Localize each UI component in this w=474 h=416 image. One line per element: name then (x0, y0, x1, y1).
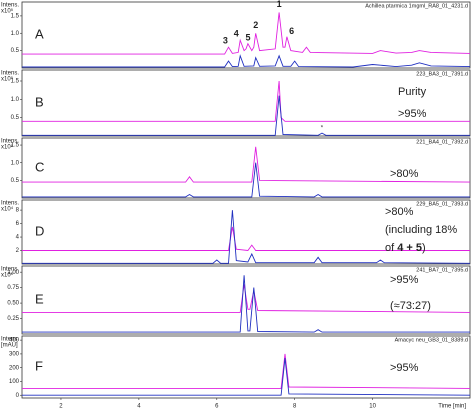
y-tick-label: 400 (9, 338, 20, 344)
y-tick-label: 0.25 (7, 316, 19, 322)
y-tick-label: 1.5 (11, 143, 20, 149)
annotation: (≈73:27) (390, 300, 431, 312)
peak-label: 6 (289, 26, 294, 36)
y-tick-label: 0.5 (11, 48, 20, 54)
y-tick-label: 1.5 (11, 79, 20, 85)
panel-frame (21, 199, 471, 265)
impurity-marker: * (321, 126, 324, 132)
annotation: >95% (398, 108, 427, 120)
annotation-part: 4 + 5 (397, 242, 422, 254)
panel-frame (21, 265, 471, 335)
x-label: Time [min] (438, 404, 466, 410)
annotation: of 4 + 5) (385, 242, 426, 254)
annotation: Purity (398, 86, 427, 98)
y-tick-label: 0.75 (7, 285, 19, 291)
peak-label: 4 (234, 28, 239, 38)
trace (22, 357, 471, 396)
y-tick-label: 8 (16, 208, 20, 214)
x-tick-label: 2 (59, 404, 63, 410)
annotation-part: >95% (390, 274, 419, 286)
y-tick-label: 1.0 (11, 97, 20, 103)
trace (22, 54, 471, 68)
y-tick-label: 1.0 (11, 160, 20, 166)
panel-frame (21, 1, 471, 69)
annotation: (including 18% (385, 224, 457, 236)
x-tick-label: 6 (215, 404, 219, 410)
trace (22, 12, 471, 55)
trace (22, 353, 471, 389)
annotation-part: (≈73:27) (390, 300, 431, 312)
panel-label: C (35, 159, 44, 174)
y-unit: [mAU] (1, 343, 18, 349)
y-tick-label: 1.5 (11, 13, 20, 19)
peak-label: 1 (277, 0, 282, 9)
trace (22, 284, 471, 313)
annotation-part: (including 18% (385, 224, 457, 236)
y-label: Intens. (1, 337, 19, 343)
panel-label: E (35, 291, 44, 306)
y-unit: x10⁵ (1, 76, 14, 83)
file-name: 229_BA5_01_7393.d (416, 201, 468, 207)
x-tick-label: 10 (369, 404, 376, 410)
y-tick-label: 300 (9, 351, 20, 357)
y-tick-label: 100 (9, 379, 20, 385)
annotation-part: >80% (390, 168, 419, 180)
file-name: 221_BA4_01_7392.d (416, 139, 468, 145)
annotation: >80% (385, 206, 414, 218)
y-tick-label: 6 (16, 221, 20, 227)
y-tick-label: 0.5 (11, 178, 20, 184)
panel-label: F (35, 358, 43, 373)
panel-label: B (35, 94, 44, 109)
x-tick-label: 8 (293, 404, 297, 410)
y-unit: x10⁴ (1, 206, 14, 213)
annotation: >80% (390, 168, 419, 180)
annotation-part: >95% (390, 362, 419, 374)
y-tick-label: 2 (16, 248, 20, 254)
file-name: Achillea ptarmica 1mgml_RA8_01_4231.d (365, 3, 468, 9)
annotation: >95% (390, 362, 419, 374)
trace (22, 80, 470, 122)
trace (22, 146, 471, 183)
annotation-part: ) (422, 242, 426, 254)
annotation-part: of (385, 242, 397, 254)
file-name: 241_BA7_01_7395.d (416, 267, 468, 273)
trace (22, 95, 470, 136)
trace (22, 275, 470, 333)
y-tick-label: 0.5 (11, 115, 20, 121)
trace (22, 162, 470, 198)
peak-label: 5 (245, 33, 250, 43)
panel-label: D (35, 223, 44, 238)
y-unit: x10⁵ (1, 8, 14, 15)
y-tick-label: 0.50 (7, 301, 19, 307)
panel-frame (21, 137, 471, 199)
panel-frame (21, 335, 471, 399)
peak-label: 3 (223, 35, 228, 45)
panel-label: A (35, 26, 44, 41)
annotation: >95% (390, 274, 419, 286)
file-name: Amacyc neu_GB3_01_8389.d (395, 337, 468, 343)
y-label: Intens. (1, 139, 19, 145)
y-label: Intens. (1, 201, 19, 207)
panel-frame (21, 69, 471, 137)
y-tick-label: 4 (16, 235, 20, 241)
y-unit: x10⁵ (1, 272, 14, 279)
y-tick-label: 1.0 (11, 31, 20, 37)
y-unit: x10⁵ (1, 144, 14, 151)
trace (22, 210, 471, 264)
y-tick-label: 0 (16, 393, 20, 399)
y-label: Intens. (1, 267, 19, 273)
y-tick-label: 1.00 (7, 270, 19, 276)
y-label: Intens. (1, 71, 19, 77)
y-label: Intens. (1, 3, 19, 9)
peak-label: 2 (253, 20, 258, 30)
annotation-part: Purity (398, 86, 427, 98)
file-name: 223_BA3_01_7391.d (416, 71, 468, 77)
y-tick-label: 200 (9, 365, 20, 371)
trace (22, 226, 470, 251)
annotation-part: >95% (398, 108, 427, 120)
annotation-part: >80% (385, 206, 414, 218)
x-tick-label: 4 (137, 404, 141, 410)
